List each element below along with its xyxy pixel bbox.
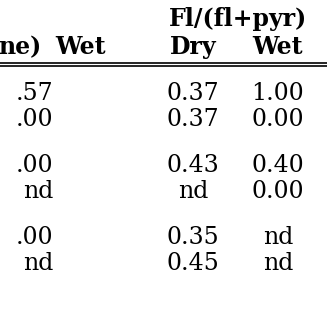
Text: nd: nd (23, 252, 53, 276)
Text: 0.00: 0.00 (252, 109, 304, 131)
Text: 0.37: 0.37 (167, 109, 219, 131)
Text: nd: nd (178, 181, 208, 203)
Text: nd: nd (23, 181, 53, 203)
Text: .57: .57 (15, 81, 53, 105)
Text: 0.35: 0.35 (167, 226, 219, 249)
Text: Wet: Wet (253, 35, 303, 59)
Text: 0.43: 0.43 (167, 153, 219, 177)
Text: Wet: Wet (55, 35, 106, 59)
Text: nd: nd (263, 252, 293, 276)
Text: 0.37: 0.37 (167, 81, 219, 105)
Text: 1.00: 1.00 (251, 81, 304, 105)
Text: Dry: Dry (170, 35, 216, 59)
Text: .00: .00 (15, 153, 53, 177)
Text: nd: nd (263, 226, 293, 249)
Text: .00: .00 (15, 109, 53, 131)
Text: ne): ne) (0, 35, 41, 59)
Text: 0.40: 0.40 (251, 153, 304, 177)
Text: 0.45: 0.45 (167, 252, 219, 276)
Text: 0.00: 0.00 (252, 181, 304, 203)
Text: .00: .00 (15, 226, 53, 249)
Text: Fl/(fl+pyr): Fl/(fl+pyr) (169, 7, 307, 31)
